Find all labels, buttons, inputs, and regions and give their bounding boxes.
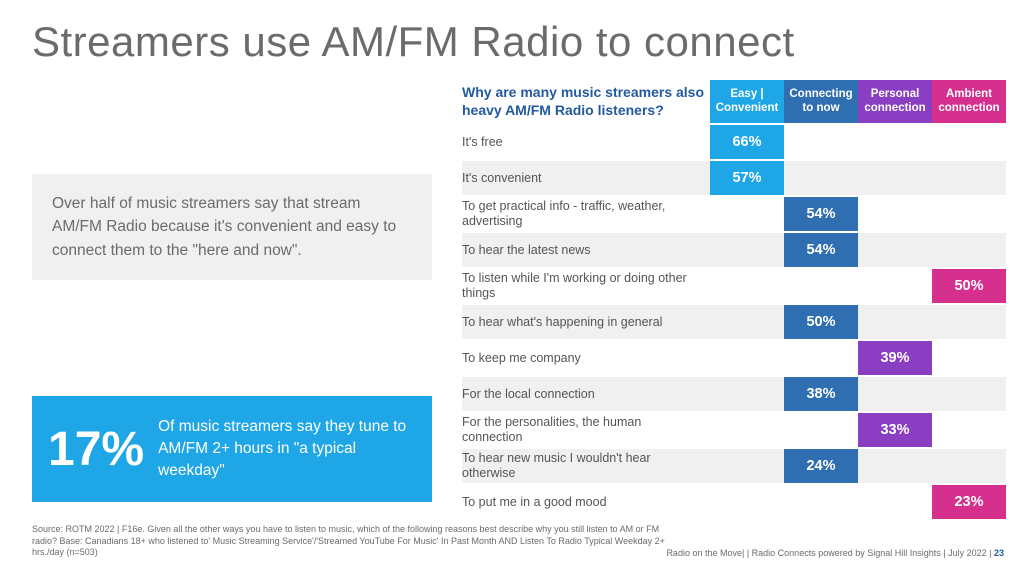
empty-cell <box>858 485 932 519</box>
empty-cell <box>932 161 1006 195</box>
row-label: To hear new music I wouldn't hear otherw… <box>462 449 710 483</box>
row-label: It's convenient <box>462 161 710 195</box>
empty-cell <box>932 197 1006 231</box>
value-cell: 57% <box>710 161 784 195</box>
value-cell: 39% <box>858 341 932 375</box>
empty-cell <box>932 449 1006 483</box>
intro-text: Over half of music streamers say that st… <box>32 174 432 280</box>
row-label: For the personalities, the human connect… <box>462 413 710 447</box>
footer-text: Radio on the Move| | Radio Connects powe… <box>666 548 991 558</box>
row-label: To hear the latest news <box>462 233 710 267</box>
empty-cell <box>710 269 784 303</box>
page-title: Streamers use AM/FM Radio to connect <box>32 18 795 66</box>
empty-cell <box>932 377 1006 411</box>
empty-cell <box>710 341 784 375</box>
column-header: Personal connection <box>858 80 932 123</box>
table-row: To hear what's happening in general 50% <box>462 305 1006 339</box>
empty-cell <box>932 413 1006 447</box>
empty-cell <box>858 377 932 411</box>
empty-cell <box>858 125 932 159</box>
empty-cell <box>932 305 1006 339</box>
value-cell: 33% <box>858 413 932 447</box>
value-cell: 23% <box>932 485 1006 519</box>
row-label: To get practical info - traffic, weather… <box>462 197 710 231</box>
value-cell: 24% <box>784 449 858 483</box>
value-cell: 54% <box>784 197 858 231</box>
empty-cell <box>710 449 784 483</box>
source-note: Source: ROTM 2022 | F16e. Given all the … <box>32 524 672 558</box>
empty-cell <box>932 233 1006 267</box>
table-row: To get practical info - traffic, weather… <box>462 197 1006 231</box>
footer-right: Radio on the Move| | Radio Connects powe… <box>666 548 1004 558</box>
empty-cell <box>932 341 1006 375</box>
empty-cell <box>784 341 858 375</box>
row-label: It's free <box>462 125 710 159</box>
empty-cell <box>858 197 932 231</box>
chart-question: Why are many music streamers also heavy … <box>462 80 710 123</box>
empty-cell <box>932 125 1006 159</box>
value-cell: 54% <box>784 233 858 267</box>
table-row: To hear the latest news 54% <box>462 233 1006 267</box>
page-number: 23 <box>994 548 1004 558</box>
empty-cell <box>784 161 858 195</box>
empty-cell <box>858 161 932 195</box>
empty-cell <box>858 305 932 339</box>
column-header: Ambient connection <box>932 80 1006 123</box>
stat-percent: 17% <box>48 422 144 477</box>
value-cell: 66% <box>710 125 784 159</box>
reasons-chart: Why are many music streamers also heavy … <box>462 80 1006 521</box>
empty-cell <box>858 269 932 303</box>
empty-cell <box>710 305 784 339</box>
row-label: For the local connection <box>462 377 710 411</box>
value-cell: 50% <box>932 269 1006 303</box>
table-row: To listen while I'm working or doing oth… <box>462 269 1006 303</box>
value-cell: 50% <box>784 305 858 339</box>
table-row: For the personalities, the human connect… <box>462 413 1006 447</box>
empty-cell <box>784 125 858 159</box>
empty-cell <box>858 233 932 267</box>
column-header: Connecting to now <box>784 80 858 123</box>
empty-cell <box>784 413 858 447</box>
column-header: Easy | Convenient <box>710 80 784 123</box>
table-row: To put me in a good mood 23% <box>462 485 1006 519</box>
row-label: To keep me company <box>462 341 710 375</box>
table-row: It's free66% <box>462 125 1006 159</box>
stat-callout: 17% Of music streamers say they tune to … <box>32 396 432 502</box>
table-row: To keep me company 39% <box>462 341 1006 375</box>
empty-cell <box>710 233 784 267</box>
value-cell: 38% <box>784 377 858 411</box>
row-label: To put me in a good mood <box>462 485 710 519</box>
row-label: To hear what's happening in general <box>462 305 710 339</box>
empty-cell <box>710 377 784 411</box>
empty-cell <box>784 269 858 303</box>
table-row: For the local connection 38% <box>462 377 1006 411</box>
table-row: It's convenient57% <box>462 161 1006 195</box>
chart-header: Why are many music streamers also heavy … <box>462 80 1006 123</box>
row-label: To listen while I'm working or doing oth… <box>462 269 710 303</box>
empty-cell <box>710 413 784 447</box>
empty-cell <box>710 485 784 519</box>
table-row: To hear new music I wouldn't hear otherw… <box>462 449 1006 483</box>
stat-description: Of music streamers say they tune to AM/F… <box>158 416 416 481</box>
empty-cell <box>858 449 932 483</box>
empty-cell <box>784 485 858 519</box>
empty-cell <box>710 197 784 231</box>
